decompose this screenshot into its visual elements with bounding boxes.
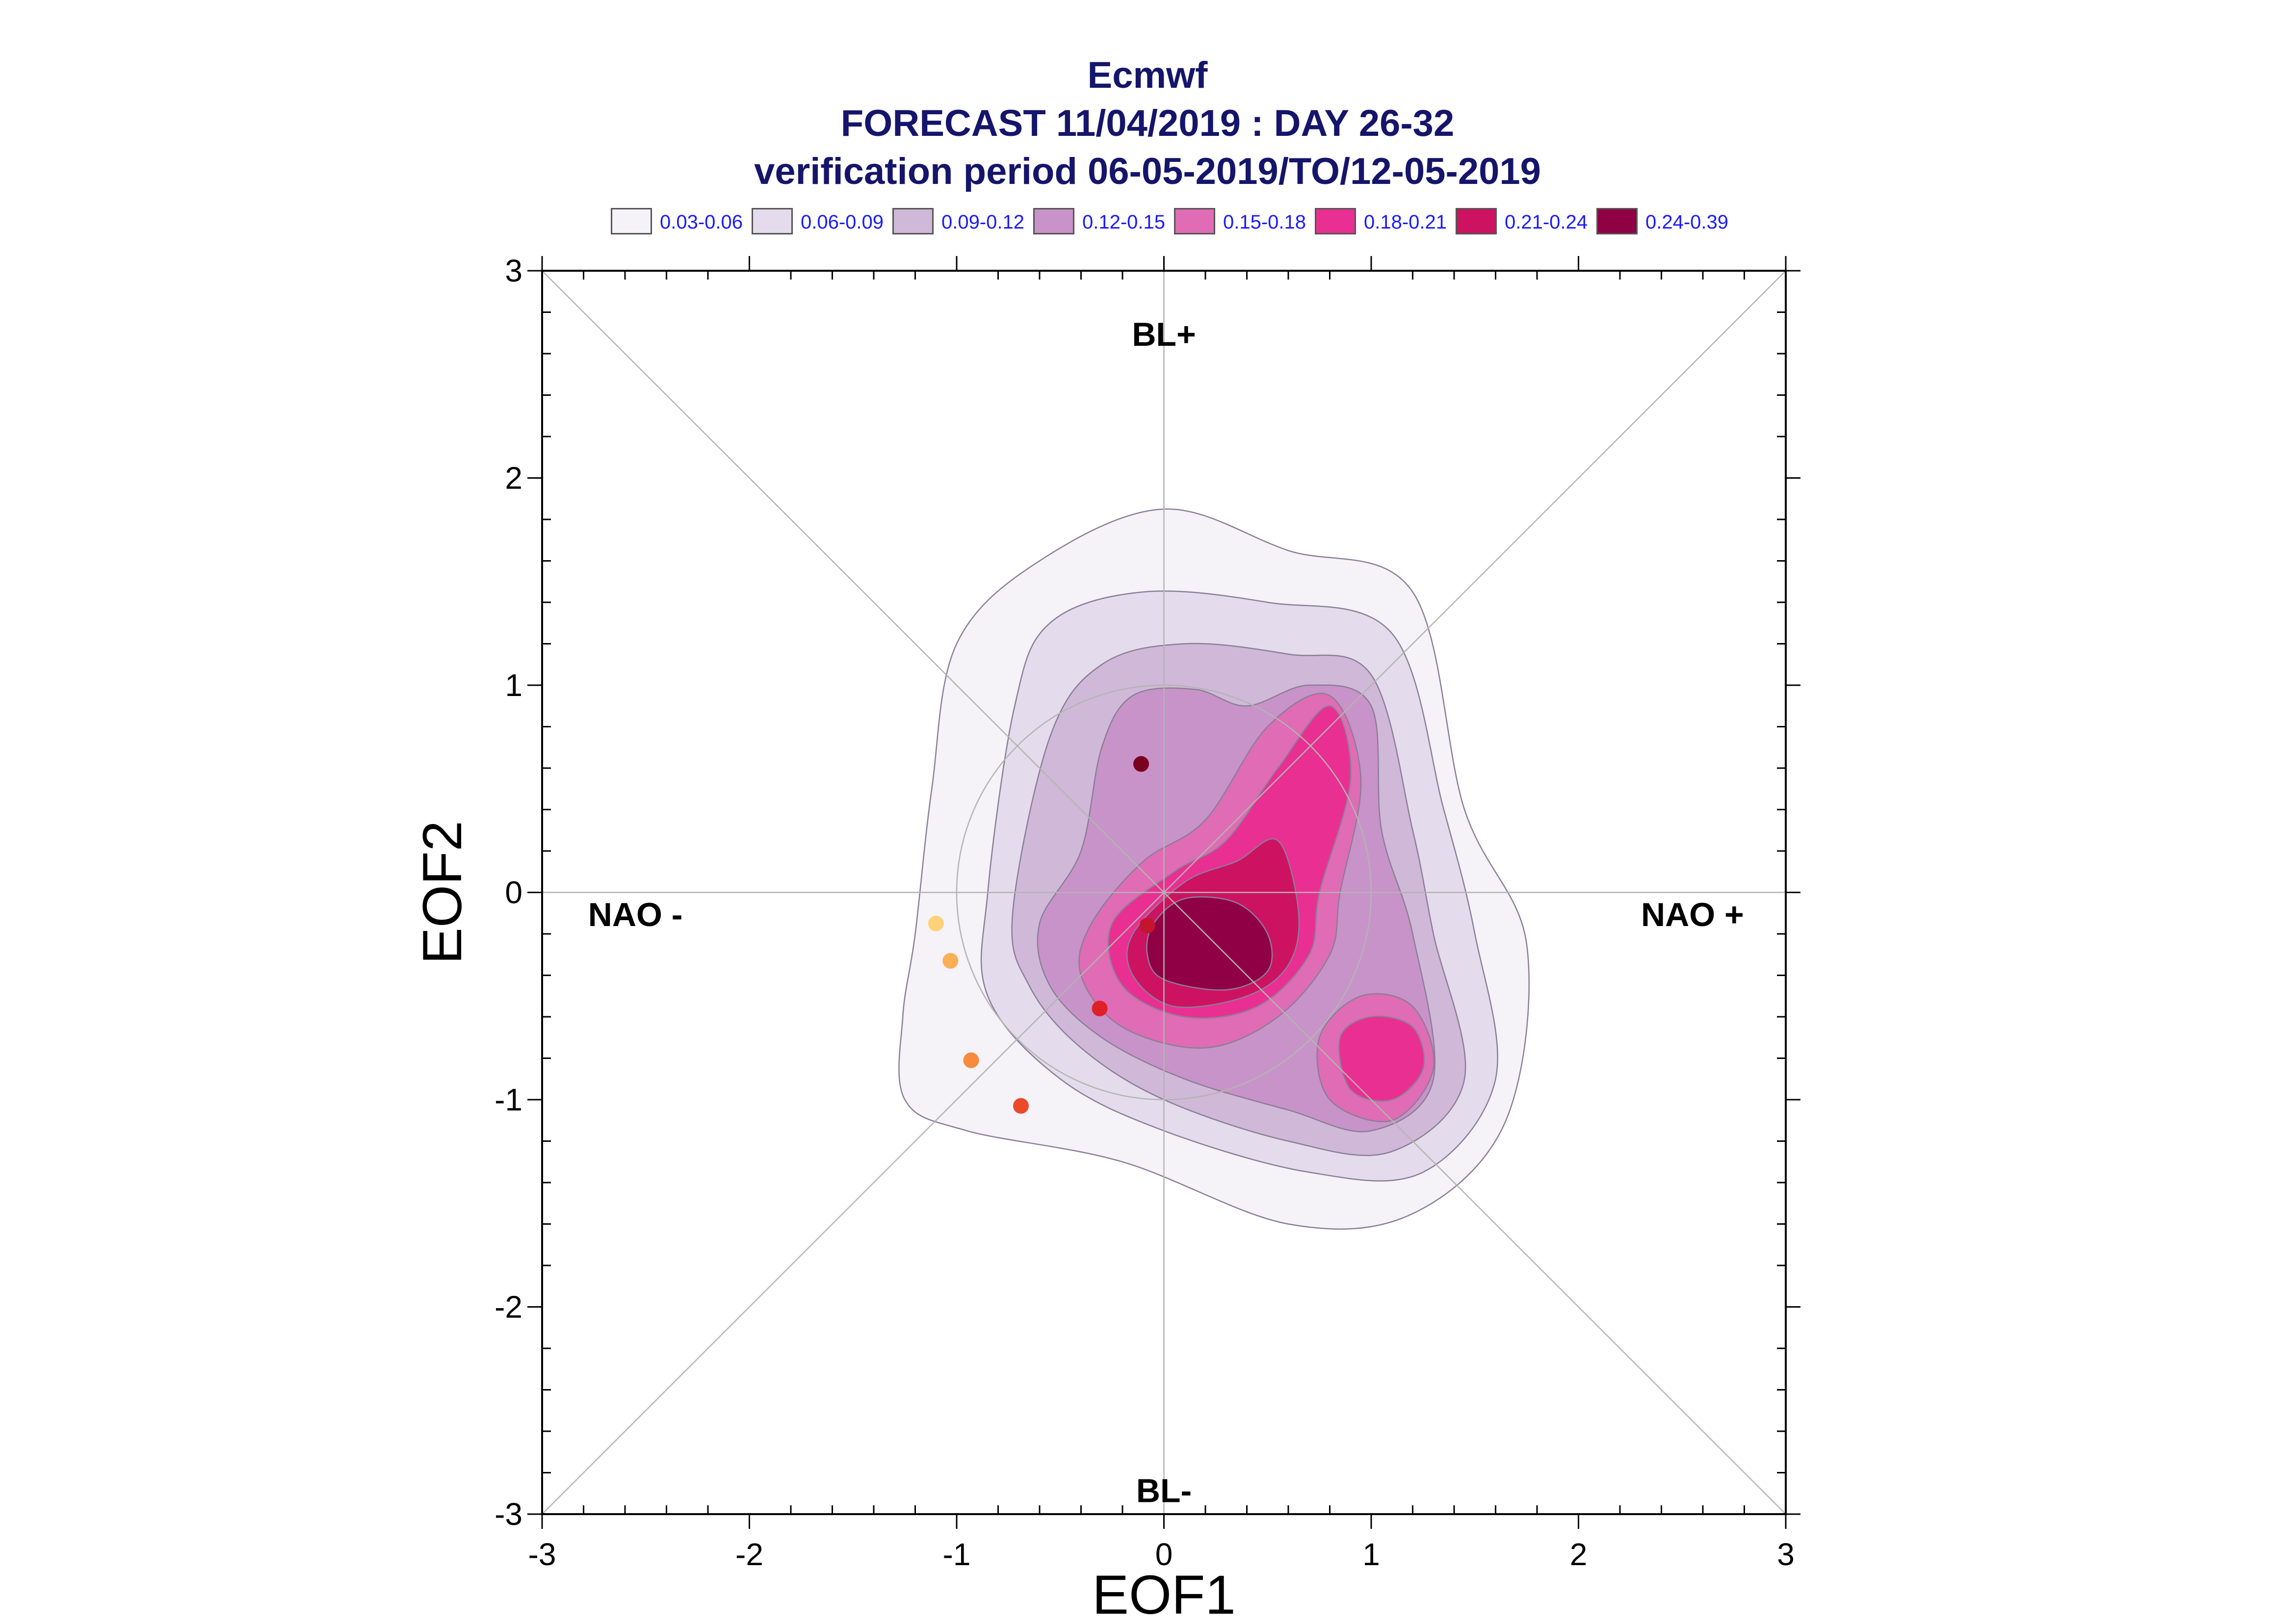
y-axis-title: EOF2 [412, 821, 473, 964]
ensemble-point-2 [1092, 1001, 1108, 1017]
y-tick-label: 3 [505, 253, 522, 288]
legend-label: 0.21-0.24 [1505, 211, 1588, 233]
ensemble-point-0 [1133, 756, 1149, 772]
y-tick-label: -2 [495, 1289, 522, 1325]
x-tick-label: 2 [1570, 1537, 1588, 1572]
density-region-0.18-0.21-1 [1338, 1015, 1425, 1102]
x-axis-title: EOF1 [1092, 1564, 1236, 1624]
x-tick-label: -2 [735, 1537, 763, 1572]
legend-label: 0.15-0.18 [1223, 211, 1306, 233]
density-region-0.24-0.39-0 [1146, 896, 1273, 991]
y-tick-label: -3 [495, 1496, 522, 1532]
legend-swatch [611, 208, 652, 234]
x-tick-label: 0 [1155, 1537, 1173, 1572]
chart-title-line-2: FORECAST 11/04/2019 : DAY 26-32 [840, 103, 1455, 144]
ensemble-point-5 [963, 1052, 979, 1068]
ensemble-point-4 [942, 953, 959, 969]
legend: 0.03-0.06 0.06-0.09 0.09-0.12 0.12-0.15 0.15… [611, 206, 1788, 240]
x-tick-label: 3 [1777, 1537, 1795, 1572]
y-tick-label: 1 [505, 668, 522, 703]
regime-label-bl-minus: BL- [1136, 1472, 1192, 1509]
chart-title-line-3: verification period 06-05-2019/TO/12-05-… [754, 151, 1541, 192]
legend-swatch [892, 208, 934, 234]
legend-label: 0.09-0.12 [941, 211, 1025, 233]
y-tick-label: -1 [495, 1082, 522, 1117]
legend-swatch [1456, 208, 1497, 234]
x-tick-label: -1 [943, 1537, 971, 1572]
ensemble-point-1 [1139, 918, 1155, 934]
legend-swatch [1174, 208, 1215, 234]
legend-label: 0.18-0.21 [1364, 211, 1447, 233]
x-tick-label: 1 [1362, 1537, 1380, 1572]
ensemble-point-3 [928, 915, 944, 931]
y-tick-label: 2 [505, 461, 522, 496]
legend-label: 0.12-0.15 [1082, 211, 1166, 233]
legend-label: 0.06-0.09 [801, 211, 884, 233]
ensemble-point-6 [1013, 1098, 1029, 1114]
regime-label-bl-plus: BL+ [1132, 316, 1196, 353]
regime-label-nao-plus: NAO + [1641, 896, 1744, 933]
legend-swatch [1033, 208, 1074, 234]
y-tick-label: 0 [505, 875, 522, 910]
unit-circle [956, 684, 1372, 1101]
legend-swatch [1596, 208, 1638, 234]
legend-label: 0.24-0.39 [1645, 211, 1729, 233]
legend-swatch [752, 208, 793, 234]
legend-label: 0.03-0.06 [660, 211, 743, 233]
legend-swatch [1315, 208, 1356, 234]
chart-title-line-1: Ecmwf [1087, 54, 1208, 96]
regime-label-nao-minus: NAO - [588, 896, 683, 933]
x-tick-label: -3 [528, 1537, 556, 1572]
